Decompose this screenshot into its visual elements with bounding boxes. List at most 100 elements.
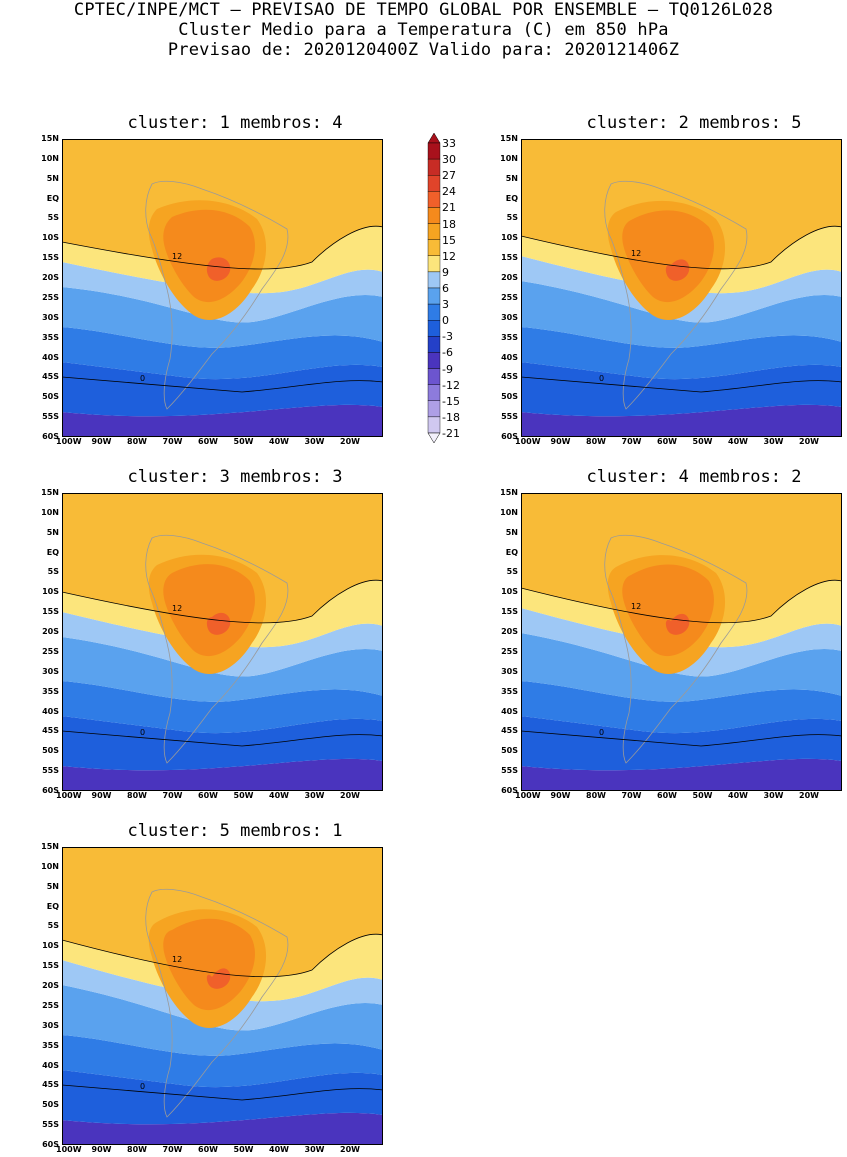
lat-tick-label: 50S [42,1100,59,1110]
lat-tick-label: 15S [501,253,518,263]
lon-tick-label: 50W [233,1145,254,1154]
lat-tick-label: 25S [501,292,518,302]
lat-tick-label: 10N [41,153,59,163]
lon-tick-label: 50W [233,791,254,800]
lon-tick-label: 30W [304,1145,325,1154]
colorbar-swatch [427,142,441,160]
lat-tick-label: 25S [42,292,59,302]
colorbar-swatch [427,384,441,401]
lon-tick-label: 30W [763,437,784,446]
lon-tick-label: 40W [269,437,289,446]
lat-tick-label: 55S [42,766,59,776]
colorbar-swatch [427,352,441,369]
lat-tick-label: 40S [501,706,518,716]
lat-tick-label: 10N [500,153,518,163]
lat-tick-label: 45S [501,372,518,382]
colorbar-swatch [427,400,441,418]
lat-tick-label: 40S [42,706,59,716]
lon-tick-label: 20W [340,437,360,446]
panel-title: cluster: 1 membros: 4 [127,113,343,133]
temperature-map: 12 0 [521,493,842,791]
temperature-map: 12 0 [62,847,383,1145]
lat-tick-label: 30S [501,312,518,322]
lat-tick-label: 25S [42,646,59,656]
lon-tick-label: 60W [198,437,218,446]
lat-tick-label: 15N [500,488,518,497]
contour-label-0: 0 [599,374,604,383]
colorbar-tick-label: -3 [442,330,453,344]
lat-tick-label: 40S [42,1060,59,1070]
lat-tick-label: 5N [46,881,59,891]
panel-title: cluster: 5 membros: 1 [127,821,343,841]
lat-tick-label: 5N [46,527,59,537]
lon-tick-label: 90W [550,437,571,446]
contour-label-12: 12 [172,955,182,964]
lon-tick-label: 50W [692,791,713,800]
lat-tick-label: 25S [42,1000,59,1010]
lon-tick-label: 100W [515,437,541,446]
lat-tick-label: 60S [42,786,59,795]
lon-tick-label: 70W [162,437,183,446]
lat-tick-label: 5S [47,921,59,931]
lat-tick-label: 50S [42,392,59,402]
lat-tick-label: 15N [41,134,59,143]
lat-tick-label: 50S [501,392,518,402]
header-line-3: Previsao de: 2020120400Z Valido para: 20… [167,40,680,60]
lon-tick-label: 30W [763,791,784,800]
contour-label-12: 12 [631,602,641,611]
colorbar-swatch [427,287,441,305]
lat-tick-label: 40S [42,352,59,362]
temperature-map: 12 0 [62,139,383,437]
lon-tick-label: 60W [657,437,677,446]
lat-tick-label: 20S [42,981,59,991]
lat-tick-label: 10N [500,507,518,517]
lat-tick-label: 10S [501,233,518,243]
lon-tick-label: 90W [91,791,112,800]
lon-tick-label: 30W [304,437,325,446]
lat-tick-label: 30S [42,312,59,322]
lat-tick-label: 10N [41,861,59,871]
colorbar-tick-label: -21 [442,427,460,440]
colorbar-swatch [427,336,441,353]
lat-tick-label: 5S [47,213,59,223]
lat-tick-label: 45S [42,372,59,382]
colorbar-swatch [427,368,441,385]
lat-tick-label: 10S [42,941,59,951]
lon-tick-label: 70W [162,791,183,800]
colorbar-swatch [427,191,441,208]
lat-tick-label: 5N [505,527,518,537]
colorbar-max-arrow [427,133,441,144]
figure-header: CPTEC/INPE/MCT – PREVISAO DE TEMPO GLOBA… [0,0,847,60]
lat-tick-label: 45S [501,726,518,736]
lat-tick-label: 35S [42,1040,59,1050]
lat-tick-label: 60S [42,432,59,441]
lat-tick-label: 35S [501,686,518,696]
colorbar-tick-label: 18 [442,217,456,231]
lon-tick-label: 100W [56,437,82,446]
lon-tick-label: 90W [91,1145,112,1154]
lat-tick-label: 55S [501,766,518,776]
lat-tick-label: 15N [41,842,59,851]
lon-tick-label: 80W [586,791,606,800]
lat-tick-label: 45S [42,726,59,736]
lat-tick-label: 35S [42,332,59,342]
lat-tick-label: 20S [42,627,59,637]
colorbar-tick-label: 3 [442,298,449,312]
lon-tick-label: 60W [198,791,218,800]
lat-tick-label: 40S [501,352,518,362]
lat-tick-label: 55S [42,412,59,422]
colorbar-tick-label: 15 [442,233,456,247]
colorbar [427,133,441,443]
colorbar-tick-label: 12 [442,249,456,263]
lat-tick-label: 15S [42,607,59,617]
lat-tick-label: 60S [42,1140,59,1149]
lat-tick-label: EQ [46,547,59,557]
colorbar-tick-label: -15 [442,394,460,408]
lat-tick-label: 10S [42,233,59,243]
contour-label-12: 12 [172,604,182,613]
lon-tick-label: 90W [91,437,112,446]
colorbar-tick-label: 33 [442,137,456,150]
colorbar-tick-label: 9 [442,265,449,279]
header-line-2: Cluster Medio para a Temperatura (C) em … [178,20,669,40]
lat-tick-label: 15N [500,134,518,143]
